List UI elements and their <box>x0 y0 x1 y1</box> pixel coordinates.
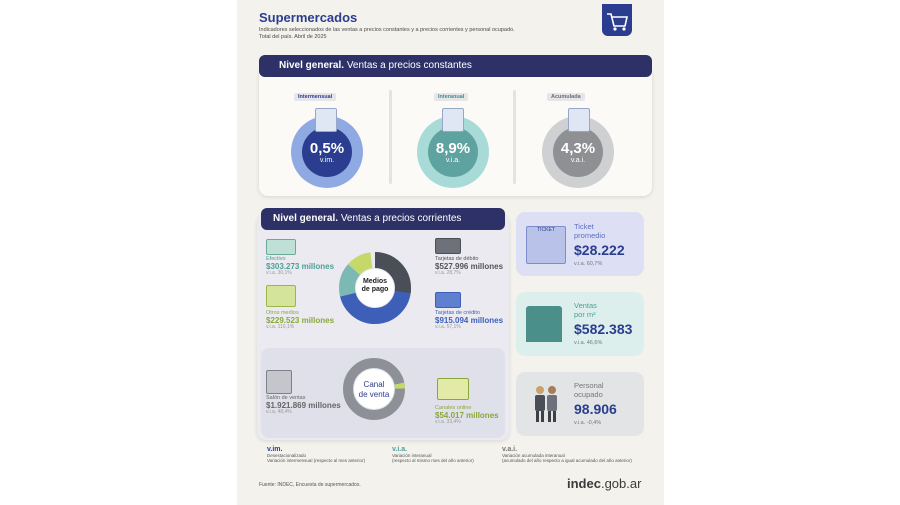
efectivo-block: Efectivo $303.273 millones v.i.a. 30,1% <box>266 256 335 276</box>
staff-value: 98.906 <box>574 401 617 417</box>
sales-channel-donut <box>343 358 405 420</box>
divider <box>389 90 392 184</box>
spreadsheet-icon <box>315 108 337 132</box>
sales-per-m2-value: $582.383 <box>574 321 633 337</box>
credito-block: Tarjetas de crédito $915.094 millones v.… <box>435 310 504 330</box>
infographic-page: Supermercados Indicadores seleccionados … <box>237 0 664 505</box>
interanual-value: 8,9% <box>435 140 471 157</box>
debito-block: Tarjetas de débito $527.996 millones v.i… <box>435 256 504 276</box>
store-front-icon <box>526 306 562 342</box>
interanual-label: Interanual <box>434 93 469 101</box>
sales-per-m2-card: Ventas por m² $582.383 v.i.a. 46,6% <box>516 292 644 356</box>
credit-card-icon <box>435 292 461 308</box>
page-subtitle: Indicadores seleccionados de las ventas … <box>259 27 515 40</box>
acumulada-unit: v.a.i. <box>570 157 586 164</box>
source-note: Fuente: INDEC, Encuesta de supermercados… <box>259 482 361 488</box>
page-title: Supermercados <box>259 10 358 25</box>
indec-logo: indec.gob.ar <box>567 476 642 491</box>
salon-block: Salón de ventas $1.921.869 millones v.i.… <box>266 395 341 415</box>
payment-center-label: Medios de pago <box>361 278 389 293</box>
constant-prices-band: Nivel general. Ventas a precios constant… <box>259 55 652 77</box>
intermensual-value: 0,5% <box>309 140 345 157</box>
devices-icon <box>437 378 469 400</box>
intermensual-label: Intermensual <box>294 93 337 101</box>
intermensual-unit: v.im. <box>319 157 335 164</box>
store-building-icon <box>266 370 292 394</box>
channel-center-label: Canal de venta <box>358 380 390 399</box>
debit-card-icon <box>435 238 461 254</box>
calculator-sheet-icon <box>568 108 590 132</box>
legend-vim: v.im. Desestacionalizado Variación inter… <box>267 446 365 463</box>
interanual-ring: 8,9% v.i.a. <box>417 116 489 188</box>
acumulada-label: Acumulada <box>547 93 585 101</box>
online-block: Canales online $54.017 millones v.i.a. 3… <box>435 405 499 425</box>
acumulada-value: 4,3% <box>560 140 596 157</box>
current-prices-band: Nivel general. Ventas a precios corrient… <box>261 208 505 230</box>
chart-document-icon <box>442 108 464 132</box>
divider <box>513 90 516 184</box>
vouchers-icon <box>266 285 296 307</box>
ticket-value: $28.222 <box>574 242 625 258</box>
otros-block: Otros medios $229.523 millones v.i.a. 11… <box>266 310 335 330</box>
ticket-card: TICKET Ticket promedio $28.222 v.i.a. 60,… <box>516 212 644 276</box>
staff-card: Personal ocupado 98.906 v.i.a. -0,4% <box>516 372 644 436</box>
legend-via: v.i.a. Variación interanual (respecto al… <box>392 446 474 463</box>
workers-icon <box>532 384 560 424</box>
legend-vai: v.a.i. Variación acumulada interanual (a… <box>502 446 632 463</box>
cash-icon <box>266 239 296 255</box>
shopping-cart-icon <box>602 4 632 36</box>
ticket-icon: TICKET <box>526 226 566 264</box>
interanual-unit: v.i.a. <box>445 157 461 164</box>
payment-methods-donut <box>339 252 411 324</box>
